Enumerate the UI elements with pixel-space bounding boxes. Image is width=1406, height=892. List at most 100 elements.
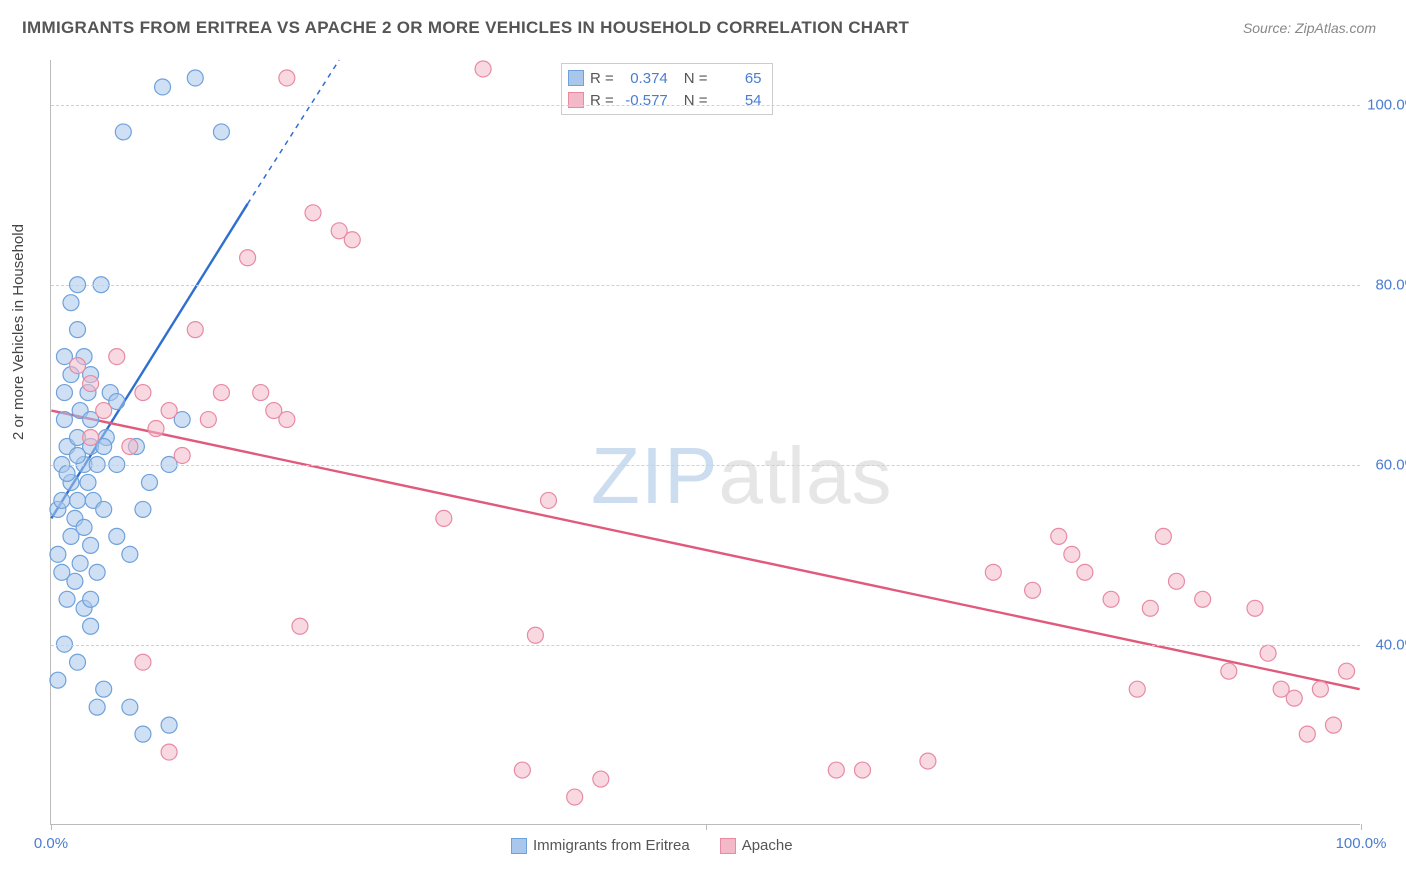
- y-tick-label: 100.0%: [1367, 97, 1406, 114]
- data-point-series2: [828, 762, 844, 778]
- data-point-series1: [70, 322, 86, 338]
- data-point-series2: [1221, 663, 1237, 679]
- stats-row-series2: R = -0.577 N = 54: [568, 89, 762, 111]
- data-point-series2: [527, 627, 543, 643]
- data-point-series2: [1299, 726, 1315, 742]
- legend-item-series1: Immigrants from Eritrea: [511, 837, 690, 854]
- data-point-series1: [76, 519, 92, 535]
- data-point-series2: [1155, 528, 1171, 544]
- data-point-series2: [1286, 690, 1302, 706]
- data-point-series1: [135, 501, 151, 517]
- data-point-series2: [1103, 591, 1119, 607]
- data-point-series1: [135, 726, 151, 742]
- source-attribution: Source: ZipAtlas.com: [1243, 20, 1376, 36]
- trend-line-series2: [51, 411, 1359, 690]
- bottom-legend: Immigrants from Eritrea Apache: [511, 837, 793, 854]
- data-point-series2: [135, 654, 151, 670]
- data-point-series2: [1260, 645, 1276, 661]
- data-point-series1: [141, 474, 157, 490]
- y-axis-label: 2 or more Vehicles in Household: [10, 224, 27, 440]
- gridline: [51, 105, 1360, 106]
- y-tick-label: 40.0%: [1375, 637, 1406, 654]
- data-point-series1: [83, 591, 99, 607]
- data-point-series1: [89, 564, 105, 580]
- chart-plot-area: ZIPatlas R = 0.374 N = 65 R = -0.577 N =…: [50, 60, 1360, 825]
- data-point-series2: [70, 358, 86, 374]
- data-point-series2: [1168, 573, 1184, 589]
- data-point-series1: [70, 447, 86, 463]
- legend-label-series1: Immigrants from Eritrea: [533, 837, 690, 854]
- x-tick: [51, 824, 52, 830]
- x-tick: [706, 824, 707, 830]
- data-point-series2: [200, 412, 216, 428]
- data-point-series1: [161, 717, 177, 733]
- legend-swatch-series1: [511, 838, 527, 854]
- x-tick: [1361, 824, 1362, 830]
- y-tick-label: 80.0%: [1375, 277, 1406, 294]
- data-point-series1: [80, 474, 96, 490]
- data-point-series2: [253, 385, 269, 401]
- swatch-series1: [568, 70, 584, 86]
- data-point-series2: [1025, 582, 1041, 598]
- data-point-series2: [1129, 681, 1145, 697]
- data-point-series2: [135, 385, 151, 401]
- data-point-series2: [240, 250, 256, 266]
- data-point-series2: [344, 232, 360, 248]
- data-point-series2: [148, 421, 164, 437]
- data-point-series1: [70, 492, 86, 508]
- r-label-1: R =: [590, 70, 614, 87]
- data-point-series2: [305, 205, 321, 221]
- data-point-series2: [174, 447, 190, 463]
- data-point-series1: [56, 385, 72, 401]
- data-point-series1: [67, 573, 83, 589]
- data-point-series2: [187, 322, 203, 338]
- data-point-series1: [70, 654, 86, 670]
- data-point-series1: [72, 555, 88, 571]
- data-point-series2: [1077, 564, 1093, 580]
- data-point-series2: [985, 564, 1001, 580]
- n-value-1: 65: [714, 70, 762, 87]
- legend-label-series2: Apache: [742, 837, 793, 854]
- gridline: [51, 285, 1360, 286]
- data-point-series1: [213, 124, 229, 140]
- data-point-series2: [292, 618, 308, 634]
- data-point-series2: [475, 61, 491, 77]
- data-point-series1: [83, 537, 99, 553]
- stats-row-series1: R = 0.374 N = 65: [568, 67, 762, 89]
- data-point-series2: [1325, 717, 1341, 733]
- data-point-series2: [514, 762, 530, 778]
- data-point-series1: [155, 79, 171, 95]
- data-point-series2: [436, 510, 452, 526]
- data-point-series2: [1142, 600, 1158, 616]
- data-point-series2: [593, 771, 609, 787]
- x-tick-label: 0.0%: [34, 835, 68, 852]
- data-point-series2: [122, 439, 138, 455]
- data-point-series2: [213, 385, 229, 401]
- data-point-series2: [161, 744, 177, 760]
- data-point-series1: [122, 699, 138, 715]
- data-point-series1: [63, 295, 79, 311]
- data-point-series1: [56, 412, 72, 428]
- data-point-series1: [96, 501, 112, 517]
- x-tick-label: 100.0%: [1336, 835, 1387, 852]
- data-point-series2: [279, 70, 295, 86]
- gridline: [51, 645, 1360, 646]
- data-point-series2: [1339, 663, 1355, 679]
- legend-swatch-series2: [720, 838, 736, 854]
- data-point-series2: [541, 492, 557, 508]
- data-point-series2: [109, 349, 125, 365]
- data-point-series2: [567, 789, 583, 805]
- r-value-1: 0.374: [620, 70, 668, 87]
- data-point-series1: [50, 546, 66, 562]
- data-point-series2: [1051, 528, 1067, 544]
- data-point-series1: [122, 546, 138, 562]
- data-point-series1: [54, 492, 70, 508]
- data-point-series1: [83, 618, 99, 634]
- n-label-1: N =: [684, 70, 708, 87]
- data-point-series2: [1312, 681, 1328, 697]
- data-point-series2: [96, 403, 112, 419]
- data-point-series1: [115, 124, 131, 140]
- data-point-series2: [855, 762, 871, 778]
- data-point-series1: [89, 699, 105, 715]
- stats-legend: R = 0.374 N = 65 R = -0.577 N = 54: [561, 63, 773, 115]
